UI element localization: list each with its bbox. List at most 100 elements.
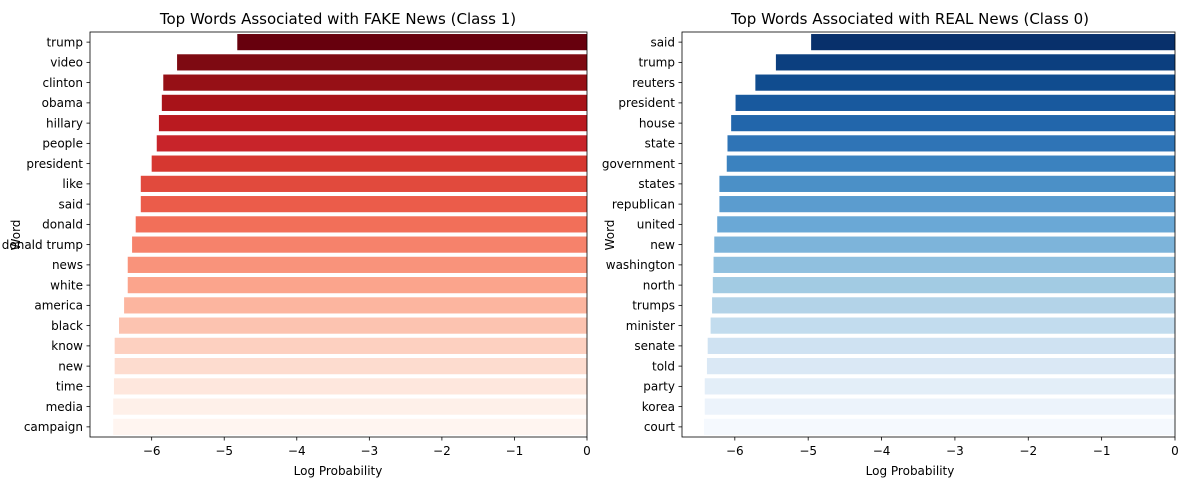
fake-chart-bars: [113, 34, 588, 435]
fake-xtick-label: −4: [288, 444, 306, 458]
real-ytick-label: minister: [626, 319, 675, 333]
real-xtick-label: 0: [1171, 444, 1179, 458]
real-bar-house: [731, 115, 1175, 132]
real-bar-new: [714, 236, 1175, 253]
fake-ytick-label: trump: [46, 35, 83, 49]
fake-bar-said: [140, 196, 587, 213]
real-ytick-label: government: [602, 157, 675, 171]
real-bar-state: [727, 135, 1175, 152]
fake-bar-campaign: [113, 418, 587, 435]
fake-xtick-label: −5: [215, 444, 233, 458]
real-bar-korea: [704, 398, 1175, 415]
fake-bar-clinton: [163, 74, 588, 91]
real-bar-said: [811, 34, 1175, 51]
real-ytick-label: republican: [612, 197, 675, 211]
real-xtick-label: −3: [946, 444, 964, 458]
fake-axes-frame: [89, 31, 588, 438]
fake-bar-obama: [161, 94, 587, 111]
fake-ytick-label: time: [56, 380, 83, 394]
real-ytick-label: washington: [606, 258, 675, 272]
fake-ytick-label: hillary: [46, 116, 83, 130]
real-bar-republican: [719, 196, 1175, 213]
real-bar-senate: [707, 337, 1175, 354]
fake-news-chart: Top Words Associated with FAKE News (Cla…: [2, 10, 591, 478]
real-bar-government: [726, 155, 1175, 172]
real-chart-yticks: said trump reuters president house state gover…: [602, 35, 682, 434]
real-ytick-label: trump: [638, 56, 675, 70]
real-ytick-label: court: [644, 420, 675, 434]
real-xtick-label: −5: [799, 444, 817, 458]
real-bar-reuters: [755, 74, 1175, 91]
real-bar-states: [719, 175, 1175, 192]
fake-ytick-label: obama: [42, 96, 83, 110]
fake-chart-xlabel: Log Probability: [294, 464, 383, 478]
fake-bar-know: [114, 337, 587, 354]
fake-chart-xticks: −6 −5 −4 −3 −2 −1 0: [143, 437, 591, 458]
fake-chart-spines: [89, 31, 588, 438]
fake-bar-new: [114, 358, 587, 375]
fake-xtick-label: 0: [583, 444, 591, 458]
fake-chart-title: Top Words Associated with FAKE News (Cla…: [159, 10, 516, 28]
fake-ytick-label: new: [58, 359, 83, 373]
fake-ytick-label: america: [34, 299, 83, 313]
fake-xtick-label: −1: [506, 444, 524, 458]
real-xtick-label: −4: [873, 444, 891, 458]
fake-ytick-label: media: [46, 400, 83, 414]
real-chart-spines: [681, 31, 1176, 438]
real-xtick-label: −1: [1093, 444, 1111, 458]
fake-bar-donald: [135, 216, 588, 233]
fake-ytick-label: like: [62, 177, 83, 191]
real-xtick-label: −2: [1019, 444, 1037, 458]
real-bar-trump: [775, 54, 1175, 71]
real-chart-ylabel: Word: [603, 220, 617, 251]
real-axes-frame: [681, 31, 1176, 438]
fake-bar-like: [140, 175, 587, 192]
fake-ytick-label: white: [50, 278, 83, 292]
fake-xtick-label: −6: [143, 444, 161, 458]
fake-bar-people: [156, 135, 587, 152]
real-bar-told: [706, 358, 1175, 375]
fake-ytick-label: said: [58, 197, 83, 211]
fake-bar-black: [119, 317, 587, 334]
real-bar-trumps: [712, 297, 1175, 314]
fake-ytick-label: video: [50, 56, 83, 70]
real-ytick-label: president: [618, 96, 675, 110]
fake-ytick-label: campaign: [24, 420, 83, 434]
fake-chart-ylabel: Word: [9, 220, 23, 251]
fake-bar-media: [113, 398, 587, 415]
real-xtick-label: −6: [726, 444, 744, 458]
real-ytick-label: state: [645, 137, 675, 151]
fake-bar-hillary: [158, 115, 587, 132]
real-ytick-label: senate: [634, 339, 675, 353]
fake-bar-donald-trump: [132, 236, 587, 253]
fake-ytick-label: donald trump: [2, 238, 83, 252]
fake-bar-time: [113, 378, 588, 395]
real-ytick-label: korea: [642, 400, 675, 414]
real-ytick-label: north: [643, 278, 675, 292]
real-ytick-label: states: [638, 177, 675, 191]
fake-bar-president: [151, 155, 587, 172]
fake-xtick-label: −2: [433, 444, 451, 458]
real-bar-president: [735, 94, 1175, 111]
fake-ytick-label: clinton: [42, 76, 83, 90]
real-chart-title: Top Words Associated with REAL News (Cla…: [730, 10, 1089, 28]
fake-bar-video: [177, 54, 588, 71]
real-bar-minister: [710, 317, 1175, 334]
fake-bar-news: [127, 256, 588, 273]
fake-bar-white: [127, 277, 588, 294]
fake-ytick-label: people: [42, 137, 83, 151]
real-bar-washington: [713, 256, 1175, 273]
real-chart-xticks: −6 −5 −4 −3 −2 −1 0: [726, 437, 1179, 458]
real-bar-court: [704, 418, 1175, 435]
fake-ytick-label: donald: [42, 218, 83, 232]
real-ytick-label: new: [650, 238, 675, 252]
real-ytick-label: united: [637, 218, 675, 232]
fake-bar-america: [124, 297, 587, 314]
real-bar-party: [704, 378, 1175, 395]
real-bar-north: [712, 277, 1175, 294]
real-ytick-label: told: [652, 359, 675, 373]
real-news-chart: Top Words Associated with REAL News (Cla…: [602, 10, 1179, 478]
fake-ytick-label: know: [51, 339, 83, 353]
real-ytick-label: said: [650, 35, 675, 49]
